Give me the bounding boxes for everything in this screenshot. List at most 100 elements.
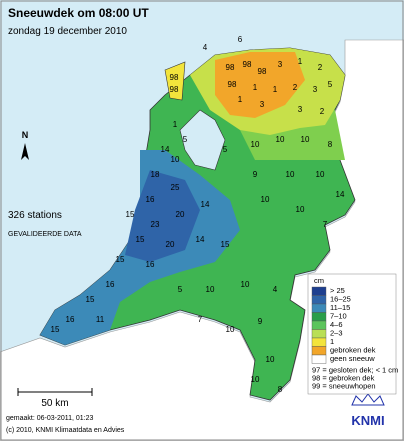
station-value: 10: [251, 140, 260, 149]
station-value: 4: [203, 43, 208, 52]
station-value: 15: [126, 210, 135, 219]
station-value: 3: [298, 105, 303, 114]
legend-label: 4–6: [330, 320, 343, 329]
station-value: 10: [261, 195, 270, 204]
legend-swatch: [311, 346, 327, 356]
station-value: 4: [273, 285, 278, 294]
station-value: 10: [206, 285, 215, 294]
zone-16-25: [125, 170, 200, 262]
station-value: 15: [86, 295, 95, 304]
legend-label: geen sneeuw: [330, 354, 375, 363]
station-value: 6: [238, 35, 243, 44]
station-value: 98: [170, 85, 179, 94]
lake: [179, 109, 226, 171]
legend-label: 16–25: [330, 295, 351, 304]
station-value: 15: [221, 240, 230, 249]
legend-label: 7–10: [330, 312, 347, 321]
station-value: 1: [238, 95, 243, 104]
title: Sneeuwdek om 08:00 UT: [8, 6, 149, 20]
station-value: 16: [146, 195, 155, 204]
station-value: 98: [258, 67, 267, 76]
station-value: 5: [328, 80, 333, 89]
legend-swatch: [311, 354, 327, 364]
legend-unit: cm: [314, 276, 324, 285]
station-value: 8: [328, 140, 333, 149]
station-value: 1: [298, 57, 303, 66]
subtitle: zondag 19 december 2010: [8, 26, 127, 37]
station-value: 7: [323, 220, 328, 229]
status: GEVALIDEERDE DATA: [8, 231, 82, 238]
station-value: 10: [226, 325, 235, 334]
legend-label: 2–3: [330, 329, 343, 338]
station-value: 10: [296, 205, 305, 214]
station-value: 15: [136, 235, 145, 244]
legend-label: gebroken dek: [330, 346, 376, 355]
station-value: 14: [201, 200, 210, 209]
copyright: (c) 2010, KNMI Klimaatdata en Advies: [6, 427, 125, 434]
legend-note: 99 = sneeuwhopen: [312, 381, 376, 390]
station-value: 20: [166, 240, 175, 249]
station-value: 18: [151, 170, 160, 179]
legend-label: 1: [330, 337, 334, 346]
station-value: 98: [228, 80, 237, 89]
station-value: 11: [96, 315, 105, 324]
legend-swatch: [311, 286, 327, 296]
scale-label: 50 km: [41, 398, 68, 409]
station-value: 14: [336, 190, 345, 199]
station-value: 5: [223, 145, 228, 154]
station-value: 8: [278, 385, 283, 394]
station-value: 10: [241, 280, 250, 289]
station-value: 2: [293, 83, 298, 92]
station-value: 15: [51, 325, 60, 334]
station-value: 10: [316, 170, 325, 179]
station-value: 1: [173, 120, 178, 129]
legend-note: 97 = gesloten dek; < 1 cm: [312, 365, 398, 374]
station-value: 7: [198, 315, 203, 324]
station-value: 98: [170, 73, 179, 82]
station-value: 1: [273, 85, 278, 94]
legend-swatch: [311, 320, 327, 330]
station-value: 20: [176, 210, 185, 219]
station-value: 10: [286, 170, 295, 179]
legend-swatch: [311, 295, 327, 305]
station-value: 10: [171, 155, 180, 164]
station-value: 23: [151, 220, 160, 229]
station-value: 10: [251, 375, 260, 384]
station-value: 14: [161, 145, 170, 154]
station-value: 2: [320, 107, 325, 116]
island: [164, 61, 186, 101]
legend-swatch: [311, 312, 327, 322]
legend-swatch: [311, 303, 327, 313]
station-value: 14: [196, 235, 205, 244]
station-value: 16: [66, 315, 75, 324]
legend-label: > 25: [330, 286, 345, 295]
station-value: 10: [266, 355, 275, 364]
station-count: 326 stations: [8, 210, 62, 221]
station-value: 1: [253, 83, 258, 92]
logo: KNMI: [351, 413, 384, 428]
station-value: 10: [276, 135, 285, 144]
station-value: 3: [278, 60, 283, 69]
legend-note: 98 = gebroken dek: [312, 373, 375, 382]
station-value: 98: [226, 63, 235, 72]
station-value: 5: [183, 135, 188, 144]
station-value: 16: [146, 260, 155, 269]
station-value: 5: [178, 285, 183, 294]
station-value: 16: [106, 280, 115, 289]
station-value: 3: [313, 85, 318, 94]
legend-label: 11–15: [330, 303, 350, 312]
station-value: 98: [243, 60, 252, 69]
station-value: 9: [253, 170, 258, 179]
station-value: 9: [258, 317, 263, 326]
station-value: 3: [260, 100, 265, 109]
made: gemaakt: 06-03-2011, 01:23: [6, 415, 94, 422]
zone-broken: [215, 52, 305, 118]
station-value: 10: [301, 135, 310, 144]
legend-swatch: [311, 337, 327, 347]
north-arrow: [21, 143, 29, 160]
legend-swatch: [311, 329, 327, 339]
